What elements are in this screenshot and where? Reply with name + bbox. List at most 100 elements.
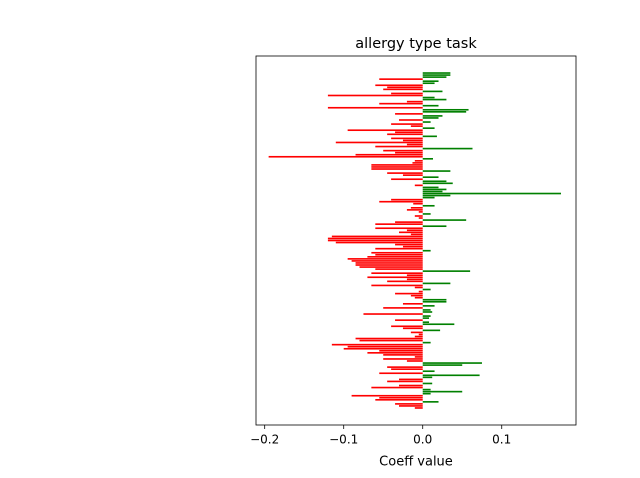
bar xyxy=(399,231,423,234)
bar xyxy=(422,180,447,183)
bar xyxy=(371,164,423,166)
bar xyxy=(410,207,423,209)
bar xyxy=(391,92,423,95)
bar xyxy=(422,82,435,85)
bar xyxy=(395,319,423,321)
bar xyxy=(422,186,439,189)
bar xyxy=(422,98,447,101)
bar xyxy=(268,155,423,158)
bar xyxy=(422,80,439,83)
bar xyxy=(371,251,423,254)
bar xyxy=(422,329,441,332)
bar xyxy=(422,135,437,138)
bar xyxy=(391,325,423,328)
x-axis-label: Coeff value xyxy=(379,455,453,470)
bar xyxy=(422,213,431,215)
bar xyxy=(375,253,423,256)
bar xyxy=(327,94,423,97)
bar xyxy=(375,398,423,401)
bar xyxy=(399,405,423,407)
chart-title: allergy type task xyxy=(355,36,477,52)
bar xyxy=(395,221,423,223)
bar xyxy=(359,339,423,342)
bar xyxy=(422,194,451,197)
bar xyxy=(422,90,443,93)
bar xyxy=(375,227,423,230)
bar xyxy=(422,390,463,393)
bar xyxy=(414,286,423,289)
bar xyxy=(391,178,423,181)
bar xyxy=(422,270,471,272)
bar xyxy=(399,119,423,121)
bar xyxy=(422,204,435,207)
bar xyxy=(422,225,447,228)
bar xyxy=(422,309,431,311)
bar xyxy=(422,192,561,195)
bar xyxy=(375,145,423,148)
x-tick-label: 0.1 xyxy=(492,433,511,447)
bar xyxy=(412,162,423,164)
bar xyxy=(402,174,423,176)
bar xyxy=(375,268,423,270)
bar xyxy=(327,237,423,240)
bar xyxy=(422,182,453,185)
bar xyxy=(413,202,423,205)
bar xyxy=(422,108,469,111)
bar xyxy=(355,262,423,264)
bar xyxy=(406,229,423,232)
x-tick-label: 0.0 xyxy=(413,433,432,447)
bar xyxy=(414,407,423,409)
bar xyxy=(387,86,423,89)
bar xyxy=(406,274,423,277)
bar xyxy=(422,249,431,252)
bar xyxy=(422,188,447,191)
bar xyxy=(383,354,423,356)
bar xyxy=(422,170,451,172)
bar xyxy=(391,198,423,201)
bar xyxy=(371,284,423,287)
bar xyxy=(371,166,423,168)
bar xyxy=(410,125,423,127)
bar xyxy=(359,266,423,268)
bar xyxy=(355,337,423,340)
bar xyxy=(387,380,423,383)
bar xyxy=(422,76,447,78)
bar xyxy=(422,305,435,307)
bar xyxy=(422,219,467,221)
bar xyxy=(406,100,423,103)
bar xyxy=(422,311,433,313)
bar xyxy=(351,260,423,262)
bar xyxy=(422,376,433,379)
bar xyxy=(422,117,439,119)
bar xyxy=(375,223,423,225)
bar xyxy=(422,364,463,366)
bar xyxy=(402,302,423,305)
bar xyxy=(379,78,423,80)
bar xyxy=(367,256,423,258)
bar xyxy=(422,323,455,326)
bar xyxy=(422,298,447,301)
bar xyxy=(327,239,423,242)
bar xyxy=(331,235,423,238)
bar xyxy=(387,366,423,368)
bar xyxy=(375,84,423,87)
bar xyxy=(422,382,433,385)
bar xyxy=(422,282,451,285)
bar xyxy=(414,335,423,338)
bar xyxy=(422,300,447,303)
bar xyxy=(406,278,423,281)
x-tick-label: −0.1 xyxy=(329,433,358,447)
bar xyxy=(379,372,423,375)
bar xyxy=(422,374,480,377)
bar xyxy=(335,241,423,244)
bar xyxy=(410,233,423,236)
bar xyxy=(422,157,433,160)
bar xyxy=(379,349,423,352)
bar xyxy=(335,141,423,144)
bar xyxy=(414,215,423,217)
bar xyxy=(422,96,435,99)
bar xyxy=(383,88,423,91)
bar xyxy=(355,264,423,266)
bar xyxy=(402,139,423,142)
bar xyxy=(414,356,423,358)
